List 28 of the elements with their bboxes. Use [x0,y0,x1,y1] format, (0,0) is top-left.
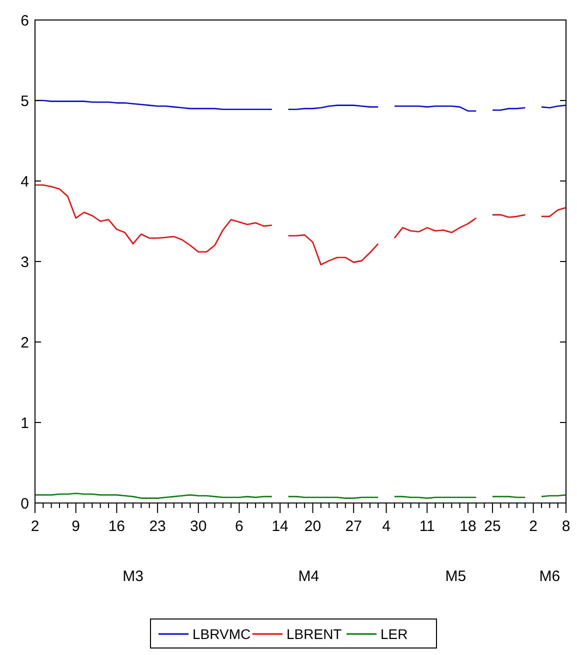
y-tick-label: 4 [20,173,29,190]
y-tick-label: 1 [20,414,29,432]
text: M6 [539,568,560,585]
x-tick-label: 2 [529,518,538,535]
x-tick-label: 14 [272,518,288,535]
text: M5 [445,568,466,585]
legend-label: LBRENT [286,626,342,642]
x-tick-label: 11 [419,518,435,535]
x-tick-label: 9 [72,518,80,535]
x-tick-label: 4 [382,518,390,535]
legend-label: LER [380,626,408,642]
x-tick-label: 8 [562,518,570,535]
y-tick-label: 6 [20,12,29,30]
x-tick-label: 6 [235,518,244,535]
x-tick-label: 16 [108,518,126,535]
x-tick-label: 27 [345,518,362,535]
x-tick-label: 18 [460,518,476,535]
legend-label: LBRVMC [192,626,251,642]
text: M4 [298,568,320,585]
x-tick-label: 23 [149,518,166,535]
y-tick-label: 2 [20,334,29,352]
x-tick-label: 30 [190,518,207,535]
y-tick-label: 0 [20,495,29,512]
x-tick-label: 25 [484,518,501,535]
x-tick-label: 20 [304,518,322,535]
text: M3 [122,568,144,585]
y-tick-label: 5 [20,92,29,110]
y-tick-label: 3 [20,254,29,271]
